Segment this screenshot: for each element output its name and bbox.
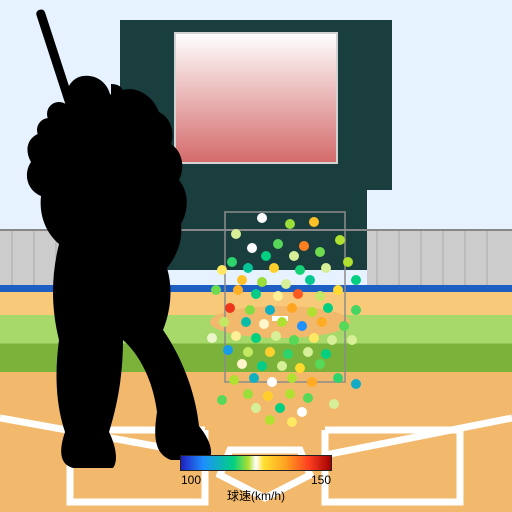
pitch-point bbox=[285, 389, 295, 399]
pitch-point bbox=[259, 319, 269, 329]
pitch-point bbox=[265, 347, 275, 357]
pitch-point bbox=[231, 229, 241, 239]
pitch-point bbox=[339, 321, 349, 331]
scene-svg bbox=[0, 0, 512, 512]
scoreboard-screen bbox=[175, 33, 337, 163]
pitch-point bbox=[305, 275, 315, 285]
pitch-point bbox=[315, 247, 325, 257]
pitch-point bbox=[227, 257, 237, 267]
pitch-point bbox=[297, 321, 307, 331]
pitch-point bbox=[267, 377, 277, 387]
pitch-point bbox=[307, 307, 317, 317]
pitch-point bbox=[351, 305, 361, 315]
stands-right bbox=[367, 230, 512, 288]
pitch-chart-stage: 100 150 球速(km/h) bbox=[0, 0, 512, 512]
pitch-point bbox=[243, 389, 253, 399]
pitch-point bbox=[225, 303, 235, 313]
pitch-point bbox=[351, 379, 361, 389]
pitch-point bbox=[275, 403, 285, 413]
pitch-point bbox=[219, 317, 229, 327]
pitch-point bbox=[277, 317, 287, 327]
colorbar-tick: 150 bbox=[311, 473, 331, 487]
pitch-point bbox=[323, 303, 333, 313]
pitch-point bbox=[265, 415, 275, 425]
pitch-point bbox=[295, 265, 305, 275]
pitch-point bbox=[289, 335, 299, 345]
pitch-point bbox=[315, 291, 325, 301]
pitch-point bbox=[257, 213, 267, 223]
pitch-point bbox=[251, 403, 261, 413]
colorbar-gradient bbox=[180, 455, 332, 471]
pitch-point bbox=[241, 317, 251, 327]
pitch-point bbox=[281, 279, 291, 289]
colorbar-tick: 100 bbox=[181, 473, 201, 487]
pitch-point bbox=[277, 361, 287, 371]
pitch-point bbox=[257, 361, 267, 371]
pitch-point bbox=[297, 407, 307, 417]
pitch-point bbox=[315, 359, 325, 369]
pitch-point bbox=[233, 285, 243, 295]
pitch-point bbox=[243, 263, 253, 273]
pitch-point bbox=[245, 305, 255, 315]
pitch-point bbox=[287, 373, 297, 383]
pitch-point bbox=[321, 263, 331, 273]
pitch-point bbox=[287, 417, 297, 427]
pitch-point bbox=[309, 333, 319, 343]
pitch-point bbox=[351, 275, 361, 285]
pitch-point bbox=[333, 285, 343, 295]
colorbar-ticks: 100 150 bbox=[181, 473, 331, 487]
pitch-point bbox=[217, 395, 227, 405]
pitch-point bbox=[333, 373, 343, 383]
pitch-point bbox=[343, 257, 353, 267]
pitch-point bbox=[207, 333, 217, 343]
pitch-point bbox=[347, 335, 357, 345]
pitch-point bbox=[317, 317, 327, 327]
colorbar-label: 球速(km/h) bbox=[180, 487, 332, 504]
pitch-point bbox=[335, 235, 345, 245]
pitch-point bbox=[273, 239, 283, 249]
pitch-point bbox=[257, 277, 267, 287]
pitch-point bbox=[283, 349, 293, 359]
pitch-point bbox=[261, 251, 271, 261]
pitch-point bbox=[243, 347, 253, 357]
pitch-point bbox=[217, 265, 227, 275]
pitch-point bbox=[307, 377, 317, 387]
pitch-point bbox=[295, 363, 305, 373]
pitch-point bbox=[269, 263, 279, 273]
pitch-point bbox=[211, 285, 221, 295]
pitch-point bbox=[273, 291, 283, 301]
pitch-point bbox=[223, 345, 233, 355]
pitch-point bbox=[303, 347, 313, 357]
pitch-point bbox=[289, 251, 299, 261]
pitch-point bbox=[251, 333, 261, 343]
pitch-point bbox=[251, 289, 261, 299]
pitch-point bbox=[327, 335, 337, 345]
pitch-point bbox=[263, 391, 273, 401]
pitch-point bbox=[309, 217, 319, 227]
pitch-point bbox=[231, 331, 241, 341]
pitch-point bbox=[237, 359, 247, 369]
pitch-point bbox=[229, 375, 239, 385]
pitch-point bbox=[247, 243, 257, 253]
pitch-point bbox=[237, 275, 247, 285]
pitch-point bbox=[285, 219, 295, 229]
colorbar-legend: 100 150 球速(km/h) bbox=[180, 455, 332, 504]
pitch-point bbox=[287, 303, 297, 313]
pitch-point bbox=[271, 331, 281, 341]
pitch-point bbox=[265, 305, 275, 315]
pitch-point bbox=[293, 289, 303, 299]
pitch-point bbox=[321, 349, 331, 359]
pitch-point bbox=[249, 373, 259, 383]
pitch-point bbox=[329, 399, 339, 409]
pitch-point bbox=[303, 393, 313, 403]
pitch-point bbox=[299, 241, 309, 251]
